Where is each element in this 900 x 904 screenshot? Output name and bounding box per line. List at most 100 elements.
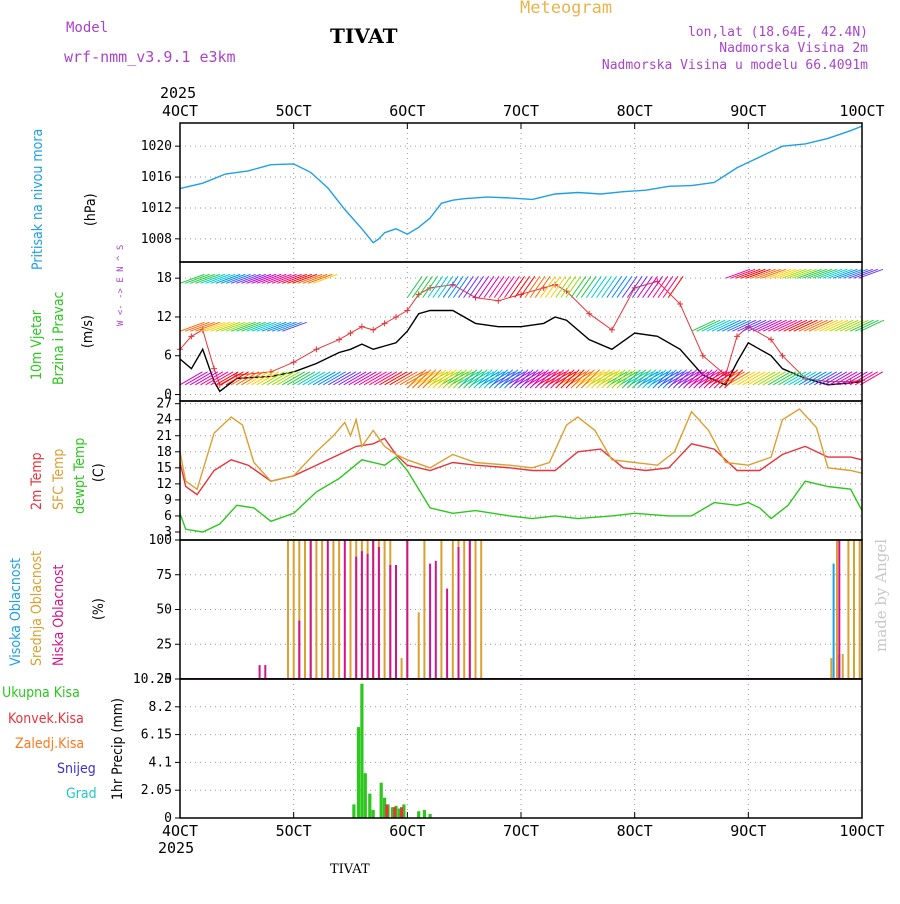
wind-barb [437, 276, 454, 298]
model-elevation-text: Nadmorska Visina u modelu 66.4091m [601, 58, 868, 73]
wind-barb [814, 371, 838, 386]
wind-barb [711, 319, 736, 332]
wind-barb [683, 369, 703, 389]
wind-barb [282, 321, 307, 332]
wind-barb [200, 273, 226, 284]
wind-barb [542, 371, 566, 386]
wind-barb [225, 273, 251, 284]
wind-barb [802, 268, 827, 279]
bar-ukupna-kisa [371, 809, 375, 818]
station-title: TIVAT [330, 24, 398, 48]
wind-barb [412, 369, 432, 389]
wind-barb [519, 369, 539, 389]
gust-marker [586, 310, 593, 317]
wind-barb [553, 371, 577, 386]
wind-barb [184, 371, 208, 386]
wind-barb [504, 276, 520, 298]
wind-barb [486, 371, 510, 386]
wind-barb [282, 371, 306, 386]
wind-barb [447, 369, 467, 389]
wind-barb [537, 371, 561, 386]
wind-barb [473, 369, 493, 389]
wind-barb [747, 319, 772, 332]
wind-barb [634, 371, 659, 386]
wind-barb [256, 321, 282, 332]
y-tick-label: 4.1 [149, 755, 172, 770]
wind-barb [406, 276, 423, 298]
wind-barb [834, 319, 859, 332]
wind-label-2: Brzina i Pravac [51, 291, 67, 385]
wind-barb [225, 321, 251, 332]
wind-barb [427, 276, 444, 298]
wind-barb [445, 371, 469, 386]
x-tick-label-top: 9OCT [730, 102, 766, 120]
wind-barb [215, 371, 239, 386]
wind-barb [773, 319, 798, 332]
wind-barb [751, 268, 776, 279]
wind-barb [190, 273, 215, 284]
bar-niska-oblacnost [468, 540, 471, 679]
wind-barb [338, 371, 362, 386]
wind-barb [560, 369, 580, 389]
wind-barb [632, 369, 652, 389]
wind-barb [604, 371, 628, 386]
bar-niska-oblacnost [309, 540, 312, 679]
wind-barb [762, 319, 787, 332]
x-tick-label-bottom: 8OCT [617, 822, 653, 840]
wind-barb [379, 371, 403, 386]
bar-niska-oblacnost [446, 588, 449, 679]
gust-marker [404, 307, 411, 314]
wind-barb [210, 273, 236, 284]
wind-barb [534, 369, 554, 389]
wind-barb [708, 369, 728, 389]
wind-barb [466, 371, 490, 386]
wind-barb [778, 319, 803, 332]
wind-barb [819, 371, 843, 386]
bar-ukupna-kisa [379, 782, 383, 818]
wind-barb [854, 319, 879, 332]
bar-srednja-oblacnost [836, 540, 838, 679]
bar-niska-oblacnost [389, 565, 392, 679]
wind-barb [797, 268, 822, 279]
bar-konvek-kisa [400, 807, 404, 818]
wind-barb [236, 273, 261, 284]
wind-barb [322, 371, 346, 386]
series-line-pritisak-na-nivou-mora [179, 125, 863, 244]
wind-barb [655, 371, 679, 386]
wind-barb [742, 319, 767, 332]
wind-barb [829, 319, 854, 332]
wind-barb [411, 276, 428, 298]
wind-barb [621, 369, 641, 389]
temp2m-label: 2m Temp [29, 452, 45, 510]
wind-barb [568, 371, 592, 386]
wind-barb [514, 369, 534, 389]
wind-barb [752, 371, 776, 386]
precip-unit: 1hr Precip (mm) [110, 698, 126, 800]
bar-srednja-oblacnost [298, 540, 301, 679]
x-tick-label-top: 8OCT [617, 102, 653, 120]
wind-barb [698, 369, 718, 389]
gust-marker [290, 359, 297, 366]
wind-barb [458, 369, 478, 389]
wind-barb [657, 369, 677, 389]
wind-barb [624, 371, 648, 386]
bar-ukupna-kisa [417, 811, 421, 818]
wind-barb [507, 371, 531, 386]
y-tick-label: 6.15 [141, 728, 172, 743]
wind-barb [808, 319, 833, 332]
wind-barb [297, 273, 323, 284]
elevation-text: Nadmorska Visina 2m [719, 41, 868, 56]
wind-barb [591, 276, 607, 298]
wind-barb [807, 268, 833, 279]
wind-barb [591, 369, 611, 389]
gust-marker [768, 336, 775, 343]
wind-barb [803, 371, 827, 386]
y-tick-label: 1020 [141, 139, 172, 154]
wind-barb [555, 369, 575, 389]
wind-barb [747, 371, 771, 386]
wind-barb [724, 369, 744, 389]
gust-marker [188, 333, 195, 340]
wind-barb [210, 371, 234, 386]
bar-ukupna-kisa [397, 808, 401, 818]
